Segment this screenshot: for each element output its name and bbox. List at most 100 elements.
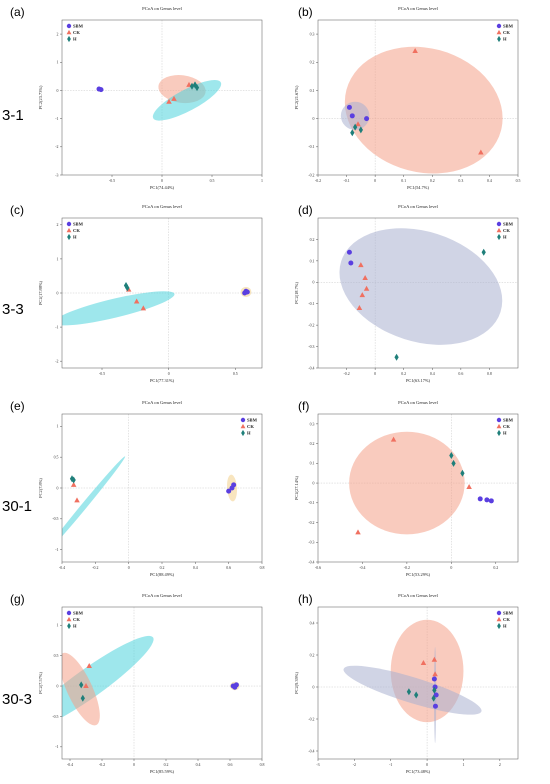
point-sbm	[433, 692, 439, 698]
x-tick-label: 0.3	[458, 179, 463, 183]
legend-label: CK	[503, 30, 510, 35]
legend-label: SBM	[247, 418, 258, 423]
y-tick-label: 0	[57, 684, 59, 688]
x-axis-label: PC1(54.7%)	[407, 185, 429, 190]
point-h	[353, 123, 358, 131]
legend-label: SBM	[503, 418, 514, 423]
legend-marker-h	[497, 35, 501, 43]
point-ck	[133, 298, 140, 304]
panels: (a) PCoA on Genus level -0.5 0 0.5 1 -3 -2 -1 0 1 2…	[10, 5, 520, 774]
confidence-ellipse	[344, 46, 503, 174]
point-sbm	[232, 684, 238, 690]
x-tick-label: 0.5	[516, 179, 521, 183]
legend-label: CK	[503, 617, 510, 622]
panel-label: (a)	[10, 5, 25, 19]
panel-label: (b)	[298, 5, 313, 19]
legend-label: H	[503, 37, 507, 42]
legend-marker-sbm	[66, 610, 72, 616]
x-tick-label: 0.8	[260, 763, 265, 767]
x-tick-label: -0.4	[59, 566, 65, 570]
confidence-ellipse	[62, 456, 126, 557]
legend-label: SBM	[503, 24, 514, 29]
legend-label: H	[247, 431, 251, 436]
point-h	[358, 126, 363, 134]
x-tick-label: 0.4	[196, 763, 201, 767]
legend-label: H	[73, 624, 77, 629]
point-sbm	[432, 703, 438, 709]
legend-label: H	[73, 235, 77, 240]
point-h	[194, 84, 200, 92]
x-tick-label: -0.1	[343, 179, 349, 183]
x-tick-label: -0.6	[315, 566, 321, 570]
x-tick-label: 0	[426, 763, 428, 767]
point-h	[481, 248, 486, 256]
point-sbm	[477, 496, 483, 502]
x-tick-label: 0.4	[430, 372, 435, 376]
legend-label: CK	[247, 424, 254, 429]
point-ck	[390, 436, 397, 442]
point-sbm	[226, 488, 232, 494]
x-tick-label: 0.2	[493, 566, 498, 570]
x-tick-label: -0.4	[359, 566, 365, 570]
y-tick-label: -0.5	[52, 517, 58, 521]
legend-marker-h	[67, 35, 71, 43]
pcoa-panel: (a) PCoA on Genus level -0.5 0 0.5 1 -3 -2 -1 0 1 2…	[10, 5, 263, 190]
point-ck	[86, 662, 92, 668]
legend-marker-ck	[66, 227, 72, 233]
y-tick-label: 0	[57, 486, 59, 490]
legend-marker-ck	[496, 29, 502, 35]
y-tick-label: 2	[57, 32, 59, 36]
legend-label: SBM	[73, 611, 84, 616]
x-tick-label: -2	[353, 763, 356, 767]
x-axis-label: PC1(77.31%)	[150, 378, 175, 383]
x-tick-label: -0.2	[404, 566, 410, 570]
panel-label: (g)	[10, 592, 25, 606]
plot-frame	[317, 413, 519, 563]
points	[123, 282, 250, 311]
y-tick-label: 1	[57, 425, 59, 429]
y-tick-label: -1	[55, 325, 58, 329]
point-ck	[166, 98, 172, 104]
y-tick-label: 0	[313, 281, 315, 285]
y-tick-label: -0.2	[308, 521, 314, 525]
point-h	[79, 681, 84, 689]
point-sbm	[98, 87, 104, 93]
y-tick-label: 0.1	[310, 259, 315, 263]
x-tick-label: 0.4	[193, 566, 198, 570]
y-tick-label: 1	[57, 61, 59, 65]
legend-marker-sbm	[66, 221, 72, 227]
y-axis-label: PC2(27.14%)	[294, 475, 299, 500]
y-tick-label: -3	[55, 173, 58, 177]
x-tick-label: -0.2	[343, 372, 349, 376]
legend-marker-sbm	[66, 23, 72, 29]
y-tick-label: -2	[55, 145, 58, 149]
x-tick-label: 0	[128, 566, 130, 570]
plot-frame	[61, 606, 263, 760]
x-tick-label: 0.6	[458, 372, 463, 376]
y-tick-label: -1	[55, 117, 58, 121]
x-tick-label: 0.5	[210, 179, 215, 183]
confidence-ellipse	[349, 431, 465, 535]
panel-label: (c)	[10, 203, 24, 217]
x-tick-label: 0	[450, 566, 452, 570]
point-sbm	[346, 104, 352, 110]
x-tick-label: 1	[462, 763, 464, 767]
x-tick-label: 0.8	[260, 566, 265, 570]
panel-label: (f)	[298, 399, 309, 413]
legend-marker-sbm	[496, 610, 502, 616]
y-axis-label: PC2(7.57%)	[38, 672, 43, 694]
point-h	[71, 476, 76, 484]
point-sbm	[231, 482, 237, 488]
point-ck	[74, 497, 80, 503]
x-tick-label: 0	[161, 179, 163, 183]
legend-marker-sbm	[496, 417, 502, 423]
chart-title: PCoA on Genus level	[398, 6, 438, 11]
point-ck	[70, 481, 77, 487]
pcoa-panel: (e) PCoA on Genus level -0.4 -0.2 0 0.2 0.4 0.6…	[10, 399, 264, 577]
point-h	[460, 469, 465, 477]
